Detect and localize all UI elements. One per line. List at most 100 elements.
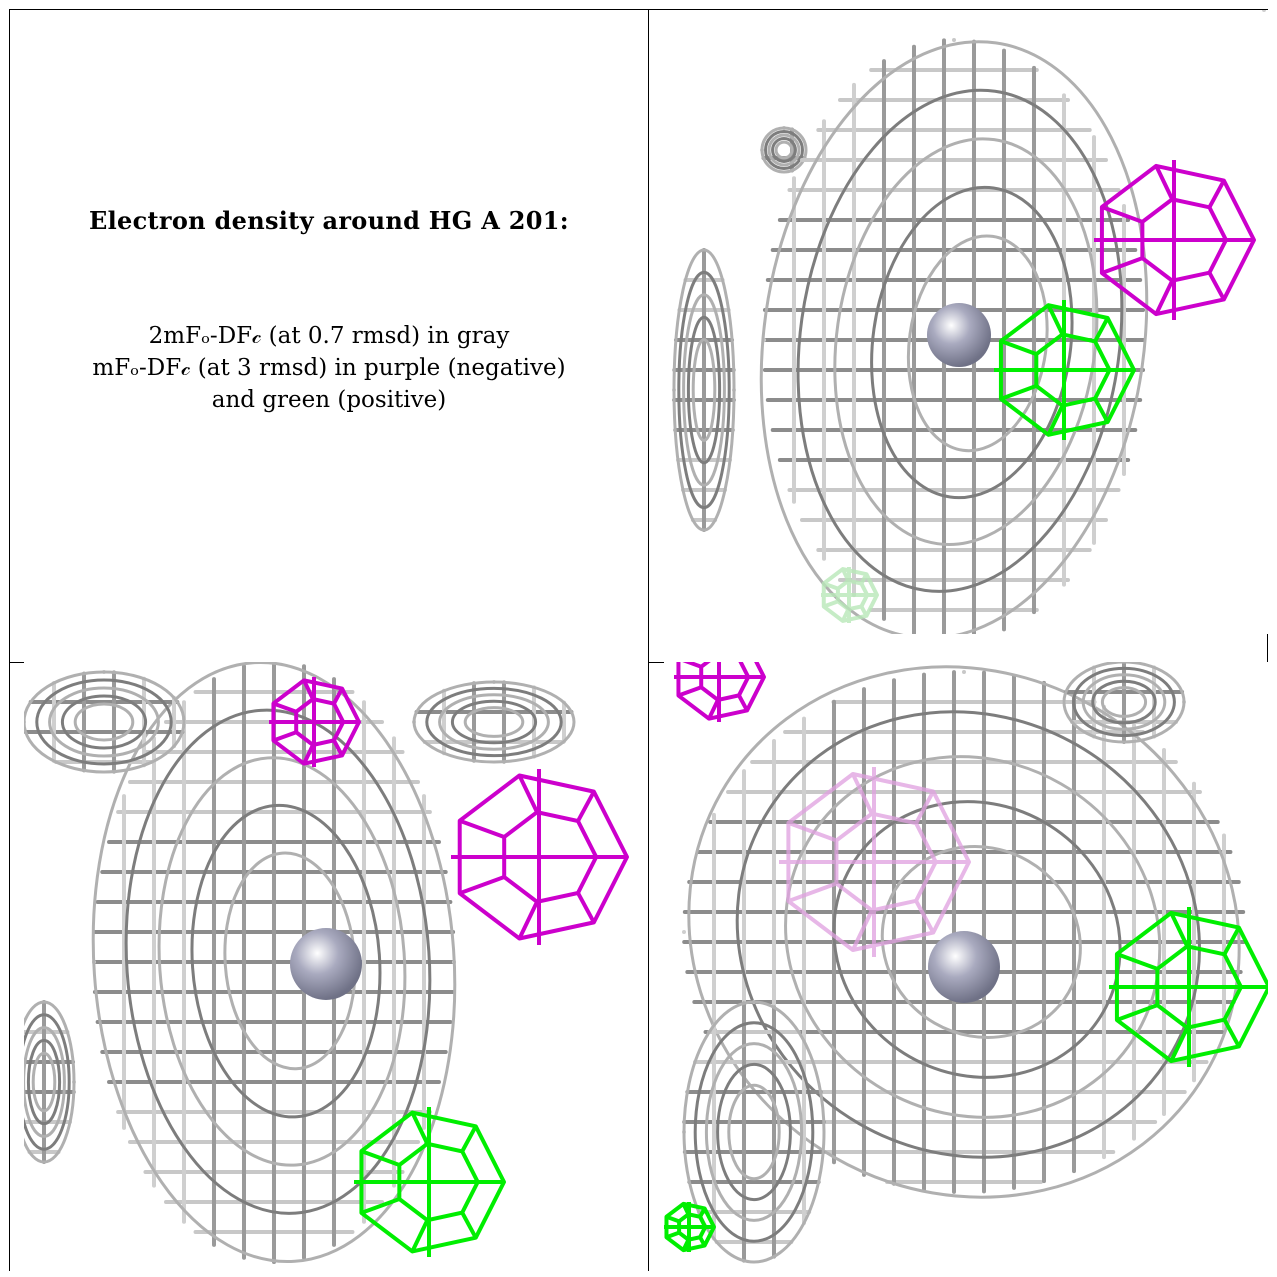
positive-difference-cage-top-right-edge: [1093, 397, 1110, 423]
gray-mesh-main-top-right-contour: [796, 88, 1124, 593]
caption-panel: Electron density around HG A 201: 2mFₒ-D…: [10, 10, 648, 661]
negative-difference-corner-bottom-right-edge: [707, 699, 720, 720]
negative-difference-small-bottom-left: [269, 677, 361, 767]
caption-legend: 2mFₒ-DF𝒸 (at 0.7 rmsd) in gray mFₒ-DF𝒸 (…: [10, 320, 648, 416]
positive-difference-cage-bottom-right-edge: [1222, 926, 1241, 956]
positive-difference-cage-bottom-right-edge: [1222, 1018, 1241, 1048]
gray-mesh-lower-left-bottom-right-contour: [682, 1000, 826, 1264]
gray-mesh-left-bottom-left-contour: [26, 1038, 62, 1126]
positive-difference-cage-top-right-edge: [1000, 339, 1038, 357]
positive-difference-cage-top-right-edge: [1000, 383, 1038, 401]
positive-difference-cage-bottom-left-edge: [410, 1219, 430, 1253]
positive-difference-cage-bottom-left-edge: [410, 1111, 430, 1145]
positive-difference-small-bottom-right-edge: [698, 1236, 707, 1247]
negative-difference-corner-bottom-right: [674, 662, 766, 722]
negative-difference-small-bottom-left-edge: [332, 687, 344, 705]
positive-difference-cage-bottom-left-edge: [360, 1149, 401, 1167]
gray-mesh-top-right-bottom-right-contour: [1081, 673, 1167, 731]
gray-mesh-main-top-right-contour: [906, 234, 1049, 453]
gray-mesh-left-top-right-contour: [677, 270, 731, 510]
gray-mesh-main-bottom-left-contour: [124, 708, 432, 1215]
positive-difference-small-bottom-right: [664, 1201, 716, 1253]
gray-mesh-main-bottom-left-contour: [190, 803, 382, 1119]
negative-difference-corner-bottom-right-edge: [737, 694, 749, 712]
gray-mesh-top-left-bottom-left: [24, 670, 186, 774]
negative-difference-cage-bottom-left-edge: [459, 875, 505, 896]
negative-difference-small-bottom-left-edge: [302, 679, 315, 700]
gray-mesh-main-top-right-contour: [759, 40, 1149, 634]
positive-difference-small-bottom-right-edge: [698, 1207, 707, 1218]
negative-difference-cage-top-right: [1094, 160, 1256, 320]
positive-difference-cage-bottom-left-edge: [360, 1197, 401, 1215]
negative-difference-corner-bottom-right-inner: [699, 662, 751, 703]
negative-difference-cage-top-right-edge: [1207, 179, 1226, 209]
gray-mesh-main-bottom-left-contour: [91, 662, 457, 1264]
gray-mesh-top-left-bottom-left-contour: [24, 670, 186, 774]
positive-difference-small-bottom-right-edge: [665, 1214, 680, 1224]
gray-mesh-main-top-right-contour: [870, 185, 1074, 500]
gray-mesh-main-top-right: [759, 38, 1149, 634]
positive-difference-cage-bottom-right-edge: [1169, 912, 1190, 948]
gray-mesh-main-bottom-right: [682, 665, 1246, 1199]
gray-mesh-lower-left-bottom-right-contour: [693, 1021, 815, 1243]
gray-mesh-top-left-bottom-left-contour: [35, 678, 173, 766]
gray-mesh-left-top-right-contour: [682, 293, 726, 487]
negative-difference-faint-bottom-right-edge: [914, 790, 935, 825]
frame-top-border: [10, 9, 1268, 10]
frame-left-border: [9, 9, 10, 1271]
negative-difference-cage-bottom-left-edge: [459, 818, 505, 839]
gray-mesh-top-left-bottom-left-contour: [60, 694, 148, 750]
gray-mesh-main-top-right-contour: [833, 137, 1099, 546]
negative-difference-cage-bottom-left-edge: [576, 891, 596, 924]
gray-mesh-fragment-top-right: [760, 126, 808, 174]
gray-mesh-top-right-bottom-left-contour: [425, 686, 563, 758]
caption-title: Electron density around HG A 201:: [89, 206, 569, 235]
gray-mesh-fragment-top-right-contour: [764, 130, 804, 170]
negative-difference-faint-bottom-right-edge: [851, 773, 874, 815]
density-mesh-bottom-right: [664, 662, 1268, 1264]
positive-difference-cage-bottom-left-edge: [460, 1125, 478, 1153]
positive-difference-cage-top-right: [994, 300, 1136, 440]
positive-difference-cage-top-right-edge: [1046, 404, 1065, 436]
negative-difference-cage-bottom-left-edge: [576, 790, 596, 823]
positive-difference-cage-top-right-edge: [1093, 317, 1110, 343]
gray-mesh-fragment-top-right-contour: [774, 140, 794, 160]
positive-difference-cage-bottom-left-edge: [460, 1211, 478, 1239]
negative-difference-small-bottom-left-edge: [332, 739, 344, 757]
legend-line-fofc-positive: and green (positive): [211, 387, 447, 413]
hg-atom-bottom-left: [290, 928, 362, 1000]
gray-mesh-top-left-bottom-left-contour: [48, 686, 160, 758]
gray-mesh-main-bottom-left-contour: [157, 756, 407, 1167]
positive-difference-cage-bottom-right-edge: [1169, 1026, 1190, 1062]
density-mesh-bottom-left: [24, 662, 629, 1264]
gray-mesh-top-right-bottom-left-contour: [463, 706, 525, 738]
positive-difference-cage-bottom-right-edge: [1116, 952, 1159, 971]
negative-difference-faint-bottom-right-edge: [914, 899, 935, 934]
gray-mesh-top-right-bottom-right: [1062, 662, 1186, 744]
negative-difference-cage-bottom-left: [451, 769, 629, 945]
gray-mesh-top-right-bottom-left-contour: [450, 699, 538, 745]
legend-line-2fofc: 2mFₒ-DF𝒸 (at 0.7 rmsd) in gray: [148, 323, 510, 349]
negative-difference-small-bottom-left-edge: [272, 730, 297, 743]
gray-mesh-top-right-bottom-left: [412, 680, 576, 764]
gray-mesh-lower-left-bottom-right-contour: [704, 1042, 804, 1222]
negative-difference-cage-top-right-edge: [1154, 165, 1175, 201]
gray-mesh-fragment-top-right-contour: [760, 126, 808, 174]
gray-mesh-left-bottom-left: [24, 1000, 76, 1164]
gray-mesh-top-right-bottom-left-contour: [412, 680, 576, 764]
negative-difference-faint-bottom-right-edge: [787, 820, 838, 843]
density-view-top-right: [664, 10, 1268, 634]
gray-mesh-left-bottom-left-contour: [24, 1000, 76, 1164]
density-view-bottom-right: [664, 662, 1268, 1270]
gray-mesh-main-bottom-right-contour: [784, 755, 1162, 1119]
positive-difference-small-bottom-right-edge: [665, 1230, 680, 1240]
gray-mesh-left-top-right: [672, 248, 736, 532]
gray-mesh-main-bottom-right-contour: [832, 800, 1122, 1079]
gray-mesh-left-bottom-left-contour: [24, 1013, 71, 1151]
gray-mesh-left-top-right-contour: [691, 338, 717, 442]
gray-mesh-left-bottom-left-contour: [24, 1026, 66, 1138]
positive-difference-cage-bottom-left: [354, 1107, 506, 1257]
positive-difference-cage-top-right-edge: [1046, 304, 1065, 336]
gray-mesh-left-top-right-contour: [672, 248, 736, 532]
negative-difference-small-bottom-left-edge: [272, 701, 297, 714]
